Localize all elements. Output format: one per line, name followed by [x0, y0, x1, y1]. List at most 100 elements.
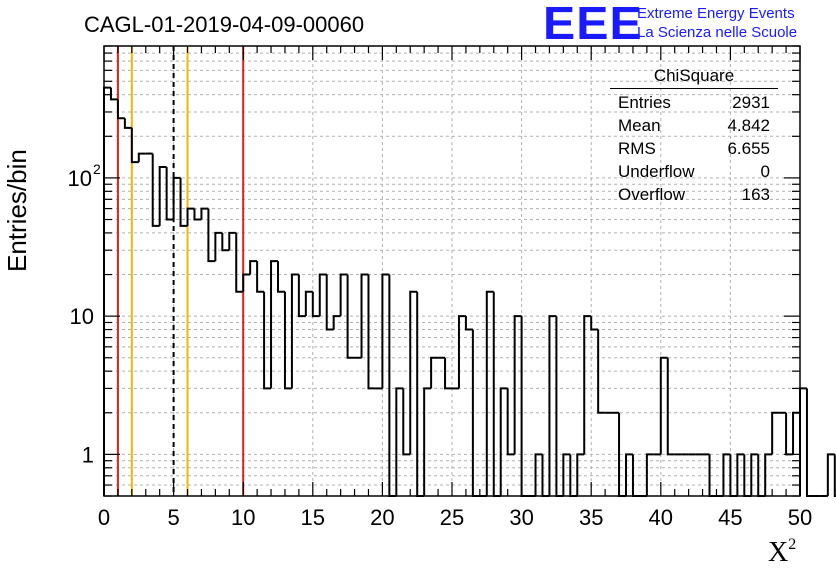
histogram-bin — [764, 453, 773, 496]
x-tick-label: 35 — [579, 505, 603, 530]
stat-label: Entries — [618, 93, 671, 112]
histogram-bin — [207, 208, 216, 263]
histogram-bin — [228, 231, 237, 251]
histogram-bin — [597, 329, 606, 414]
x-tick-label: 50 — [788, 505, 812, 530]
stats-title: ChiSquare — [610, 66, 778, 89]
reference-lines — [116, 46, 245, 496]
histogram-bin — [423, 387, 432, 496]
x-axis-label-superscript: 2 — [788, 536, 797, 553]
histogram-bin — [799, 387, 807, 413]
histogram-bin — [645, 453, 654, 496]
axis-ticks — [103, 45, 801, 497]
histogram-bin — [200, 207, 209, 220]
histogram-bin — [339, 273, 348, 317]
histogram-bin — [534, 453, 543, 496]
stat-row-overflow: Overflow 163 — [610, 183, 778, 206]
histogram-bin — [659, 356, 668, 455]
histogram-bin — [409, 290, 418, 455]
histogram-bin — [388, 274, 397, 497]
histogram-bin — [332, 315, 341, 330]
histogram-bin — [555, 316, 564, 497]
y-tick-label: 10 — [68, 166, 92, 191]
histogram-bin — [785, 412, 794, 456]
histogram-bin — [277, 261, 285, 293]
histogram-bin — [179, 177, 188, 227]
histogram-bin — [130, 127, 139, 164]
histogram-bin — [381, 273, 390, 389]
stat-label: Mean — [618, 116, 661, 135]
histogram-bin — [402, 388, 411, 456]
histogram-bin — [256, 261, 265, 293]
histogram-bin — [792, 411, 800, 455]
histogram-bin — [360, 273, 369, 358]
logo-mark: EEE — [543, 0, 643, 49]
histogram-bin — [103, 86, 111, 496]
stat-label: Underflow — [618, 162, 695, 181]
x-tick-label: 5 — [167, 505, 179, 530]
histogram-bin — [590, 316, 599, 331]
histogram-bin — [548, 315, 557, 496]
histogram-bin — [221, 232, 230, 252]
histogram-bin — [805, 388, 814, 497]
histogram-bin — [297, 274, 306, 318]
histogram-bin — [318, 273, 327, 317]
stat-value: 2931 — [732, 93, 770, 112]
histogram-bin — [722, 453, 731, 496]
histogram-bin — [457, 315, 466, 389]
x-tick-label: 45 — [718, 505, 742, 530]
stat-label: Overflow — [618, 185, 686, 204]
histogram-bin — [290, 273, 299, 389]
logo-text-line1: Extreme Energy Events — [637, 5, 795, 22]
stat-value: 0 — [760, 162, 770, 181]
stats-box: ChiSquare Entries 2931 Mean 4.842 RMS 6.… — [610, 66, 778, 206]
logo-text-line2: La Scienza nelle Scuole — [637, 24, 798, 41]
histogram-bin — [172, 176, 181, 220]
histogram-bin — [325, 274, 334, 331]
histogram-bin — [520, 316, 529, 497]
x-tick-label: 15 — [301, 505, 325, 530]
histogram-bin — [771, 411, 780, 455]
histogram-bin — [304, 290, 313, 317]
histogram-bin — [235, 232, 244, 293]
y-tick-label: 1 — [82, 442, 94, 467]
histogram-bin — [513, 315, 522, 455]
stat-value: 163 — [741, 185, 770, 204]
histogram-bin — [158, 165, 167, 226]
histogram-bin — [576, 453, 585, 496]
histogram-bin — [464, 316, 473, 331]
x-axis-label-text: X — [768, 537, 789, 568]
histogram-bin — [151, 153, 160, 227]
histogram-bin — [249, 260, 258, 275]
histogram-bin — [137, 152, 146, 163]
histogram-bin — [165, 166, 174, 221]
histogram-bin — [736, 453, 745, 496]
x-tick-label: 10 — [231, 505, 255, 530]
histogram-bin — [283, 291, 292, 390]
histogram-bin — [395, 387, 404, 496]
histogram-bin — [506, 388, 515, 456]
histogram-bin — [625, 453, 633, 496]
histogram-bin — [346, 274, 355, 359]
histogram-bin — [430, 356, 439, 389]
histogram-bin — [562, 453, 571, 496]
stat-row-entries: Entries 2931 — [610, 91, 778, 114]
histogram-bin — [193, 208, 202, 221]
histogram-bin — [499, 387, 508, 496]
histogram-bin — [311, 291, 320, 318]
histogram-bin — [750, 453, 759, 496]
x-tick-label: 25 — [440, 505, 464, 530]
chart-title: CAGL-01-2019-04-09-00060 — [84, 12, 365, 37]
y-tick-label-exponent: 2 — [93, 161, 101, 177]
histogram-bin — [270, 260, 278, 389]
y-axis-label: Entries/bin — [2, 149, 32, 272]
stat-row-rms: RMS 6.655 — [610, 137, 778, 160]
histogram-bin — [826, 453, 835, 496]
histogram-bin — [583, 315, 592, 455]
x-tick-label: 40 — [649, 505, 673, 530]
stat-row-underflow: Underflow 0 — [610, 160, 778, 183]
histogram-bin — [116, 99, 125, 120]
histogram-bin — [666, 357, 675, 456]
